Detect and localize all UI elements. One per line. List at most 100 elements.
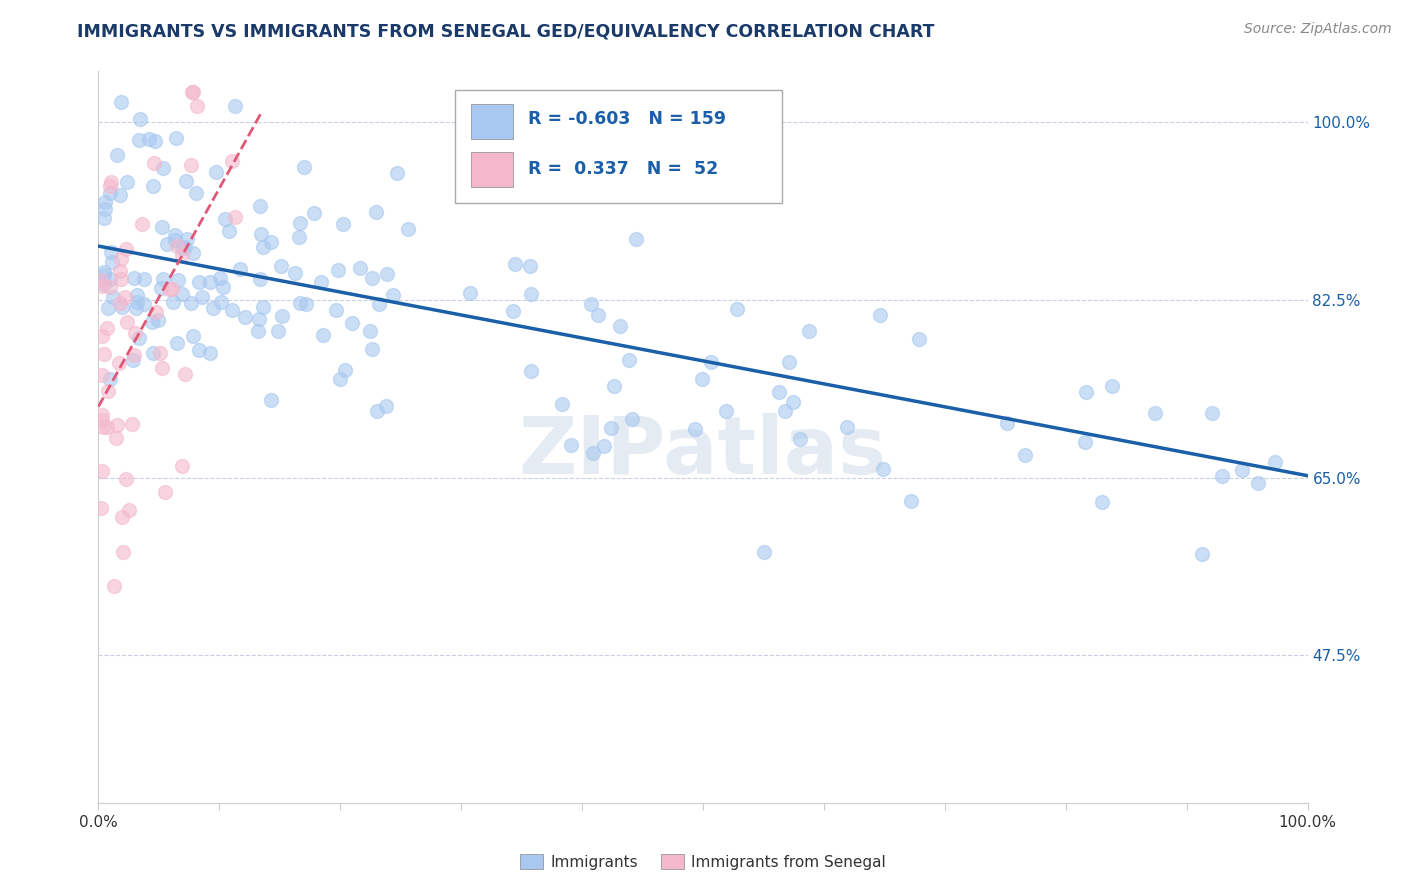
Point: [869, 308, 891, 322]
Point: [162, 281, 184, 295]
Point: [124, 348, 146, 362]
Point: [1191, 548, 1213, 562]
Point: [162, 295, 184, 310]
Point: [221, 303, 243, 318]
Point: [157, 282, 180, 296]
Point: [581, 297, 603, 311]
Point: [252, 300, 274, 314]
Point: [209, 295, 232, 310]
Point: [778, 355, 800, 369]
Point: [312, 328, 335, 343]
Point: [224, 98, 246, 112]
Point: [124, 326, 146, 341]
Point: [174, 174, 197, 188]
Point: [141, 314, 163, 328]
Point: [284, 266, 307, 280]
Point: [90, 501, 112, 516]
Point: [329, 372, 352, 386]
Point: [1211, 469, 1233, 483]
Point: [609, 318, 631, 333]
Point: [1014, 448, 1036, 462]
Point: [1101, 379, 1123, 393]
Point: [995, 417, 1018, 431]
Point: [685, 422, 707, 436]
Point: [789, 432, 811, 446]
Text: ZIPatlas: ZIPatlas: [519, 413, 887, 491]
Point: [110, 95, 132, 109]
Point: [98, 280, 121, 294]
Point: [128, 133, 150, 147]
Point: [166, 272, 188, 286]
Point: [124, 271, 146, 285]
Point: [797, 324, 820, 338]
Point: [170, 241, 193, 255]
Point: [201, 301, 224, 316]
Point: [294, 296, 316, 310]
Point: [91, 420, 114, 434]
Point: [773, 403, 796, 417]
Point: [170, 459, 193, 474]
Point: [105, 418, 128, 433]
Point: [1201, 406, 1223, 420]
Point: [172, 248, 194, 262]
Point: [250, 227, 273, 242]
Point: [699, 355, 721, 369]
Point: [396, 221, 419, 235]
Point: [342, 316, 364, 330]
Point: [1143, 406, 1166, 420]
Text: IMMIGRANTS VS IMMIGRANTS FROM SENEGAL GED/EQUIVALENCY CORRELATION CHART: IMMIGRANTS VS IMMIGRANTS FROM SENEGAL GE…: [77, 22, 935, 40]
Point: [118, 503, 141, 517]
Point: [502, 304, 524, 318]
Point: [115, 242, 138, 256]
Point: [142, 346, 165, 360]
Point: [267, 324, 290, 338]
Point: [152, 161, 174, 176]
Point: [588, 309, 610, 323]
Point: [1074, 384, 1097, 399]
Point: [122, 352, 145, 367]
Point: [900, 493, 922, 508]
Point: [115, 175, 138, 189]
Point: [714, 404, 737, 418]
Point: [211, 280, 233, 294]
Point: [96, 419, 118, 434]
Point: [97, 301, 120, 315]
Point: [325, 302, 347, 317]
Point: [290, 295, 312, 310]
Point: [752, 545, 775, 559]
Point: [174, 240, 197, 254]
Point: [134, 297, 156, 311]
Point: [97, 384, 120, 399]
Point: [332, 217, 354, 231]
Point: [187, 275, 209, 289]
Point: [209, 271, 232, 285]
Point: [90, 273, 112, 287]
Point: [190, 290, 212, 304]
Point: [125, 294, 148, 309]
Point: [93, 265, 115, 279]
Point: [100, 244, 122, 259]
Point: [180, 295, 202, 310]
Point: [152, 219, 174, 234]
Point: [1247, 476, 1270, 491]
Point: [174, 368, 197, 382]
Point: [181, 85, 204, 99]
Point: [93, 202, 115, 217]
Point: [520, 286, 543, 301]
Point: [260, 392, 283, 407]
Point: [198, 275, 221, 289]
Point: [475, 123, 498, 137]
Point: [101, 255, 124, 269]
Point: [599, 420, 621, 434]
Point: [142, 156, 165, 170]
Point: [382, 288, 405, 302]
Point: [551, 397, 574, 411]
Point: [103, 579, 125, 593]
Point: [91, 368, 114, 383]
Point: [375, 267, 398, 281]
Point: [131, 217, 153, 231]
Point: [364, 205, 387, 219]
Point: [187, 343, 209, 358]
Point: [165, 131, 187, 145]
Point: [302, 206, 325, 220]
